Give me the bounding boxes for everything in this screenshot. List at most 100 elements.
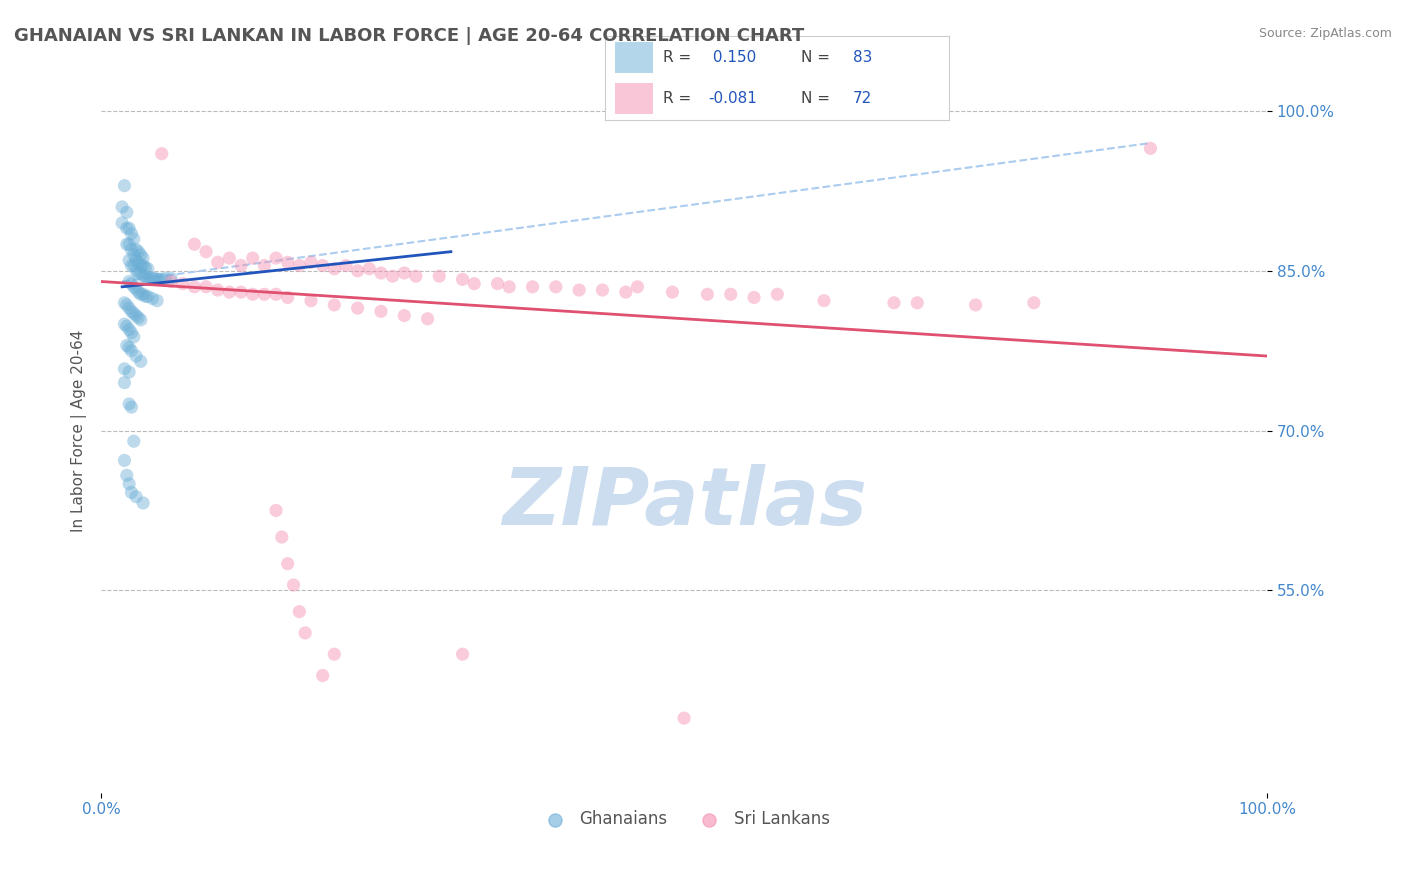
- Point: [125, 264, 148, 278]
- Point: [134, 289, 156, 303]
- Point: [114, 317, 136, 331]
- Point: [277, 290, 299, 304]
- Point: [115, 205, 138, 219]
- Point: [965, 298, 987, 312]
- Point: [766, 287, 789, 301]
- Point: [115, 338, 138, 352]
- Point: [139, 271, 162, 285]
- Text: 83: 83: [852, 50, 872, 65]
- Point: [323, 261, 346, 276]
- Point: [150, 272, 173, 286]
- Point: [115, 298, 138, 312]
- Point: [283, 578, 305, 592]
- Point: [132, 287, 155, 301]
- Point: [125, 243, 148, 257]
- Point: [114, 453, 136, 467]
- Point: [394, 309, 416, 323]
- Point: [218, 285, 240, 300]
- Point: [114, 361, 136, 376]
- Point: [146, 272, 169, 286]
- Point: [264, 251, 287, 265]
- Point: [120, 259, 142, 273]
- Point: [122, 434, 145, 449]
- Point: [346, 264, 368, 278]
- Point: [207, 255, 229, 269]
- Point: [141, 292, 163, 306]
- Point: [122, 232, 145, 246]
- Point: [136, 261, 159, 276]
- Point: [155, 271, 177, 285]
- Point: [883, 295, 905, 310]
- Point: [132, 251, 155, 265]
- Point: [127, 255, 149, 269]
- Point: [242, 251, 264, 265]
- Point: [125, 309, 148, 323]
- Text: -0.081: -0.081: [709, 91, 756, 106]
- Point: [264, 287, 287, 301]
- Point: [498, 280, 520, 294]
- Point: [905, 295, 928, 310]
- Point: [122, 259, 145, 273]
- Point: [614, 285, 637, 300]
- Point: [120, 326, 142, 340]
- Point: [294, 626, 316, 640]
- Point: [253, 287, 276, 301]
- Point: [132, 259, 155, 273]
- Point: [626, 280, 648, 294]
- Point: [299, 255, 322, 269]
- Point: [114, 178, 136, 193]
- Point: [127, 266, 149, 280]
- Point: [120, 400, 142, 414]
- Point: [160, 271, 183, 285]
- Text: 0.150: 0.150: [709, 50, 756, 65]
- Point: [120, 243, 142, 257]
- Point: [160, 275, 183, 289]
- Point: [129, 313, 152, 327]
- Point: [120, 277, 142, 291]
- Text: Source: ZipAtlas.com: Source: ZipAtlas.com: [1258, 27, 1392, 40]
- Point: [299, 293, 322, 308]
- Point: [381, 269, 404, 284]
- Point: [696, 287, 718, 301]
- Point: [172, 277, 194, 291]
- Point: [195, 280, 218, 294]
- Point: [125, 253, 148, 268]
- Point: [125, 349, 148, 363]
- Point: [264, 503, 287, 517]
- Point: [129, 354, 152, 368]
- Point: [136, 289, 159, 303]
- Point: [111, 200, 134, 214]
- Point: [229, 259, 252, 273]
- Point: [127, 244, 149, 259]
- Point: [311, 259, 333, 273]
- Point: [118, 301, 141, 315]
- Point: [416, 311, 439, 326]
- Point: [451, 647, 474, 661]
- Point: [451, 272, 474, 286]
- Point: [118, 476, 141, 491]
- Text: ZIPatlas: ZIPatlas: [502, 464, 866, 542]
- Text: R =: R =: [664, 50, 696, 65]
- Point: [120, 227, 142, 241]
- Point: [195, 244, 218, 259]
- Point: [134, 269, 156, 284]
- Point: [253, 259, 276, 273]
- Point: [335, 259, 357, 273]
- Point: [207, 283, 229, 297]
- Point: [1139, 141, 1161, 155]
- Point: [148, 272, 170, 286]
- Point: [129, 287, 152, 301]
- Point: [134, 260, 156, 275]
- Point: [427, 269, 450, 284]
- Point: [118, 397, 141, 411]
- Point: [270, 530, 292, 544]
- Point: [311, 668, 333, 682]
- Point: [183, 280, 205, 294]
- Point: [127, 285, 149, 300]
- Text: N =: N =: [801, 91, 835, 106]
- Point: [720, 287, 742, 301]
- Point: [242, 287, 264, 301]
- Point: [122, 248, 145, 262]
- Text: R =: R =: [664, 91, 696, 106]
- Point: [129, 248, 152, 262]
